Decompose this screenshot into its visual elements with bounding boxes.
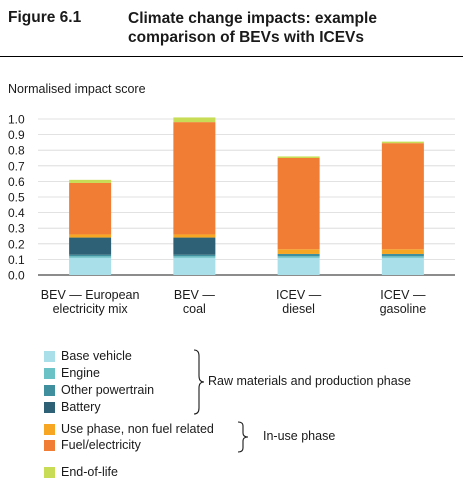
bar-segment-fuel-electricity [69, 182, 112, 235]
bar-segment-other-powertrain [173, 254, 216, 257]
bar-segment-engine [381, 256, 424, 258]
legend-item-use-phase: Use phase, non fuel related [44, 421, 214, 437]
legend-item-end-of-life: End-of-life [44, 464, 118, 480]
y-tick-label: 0.2 [8, 237, 25, 251]
brace-production-phase [193, 349, 205, 415]
bar-chart: 0.0 0.1 0.20.3 0.40.5 0.6 0.70.8 0.91.0 BEV — E… [8, 113, 455, 316]
y-axis-label: Normalised impact score [8, 82, 146, 96]
legend-swatch-other-powertrain [44, 384, 55, 396]
bar-segment-battery [69, 237, 112, 255]
bar-segment-end-of-life [173, 117, 216, 123]
bar-segment-base-vehicle [277, 257, 320, 275]
legend-swatch-end-of-life [44, 466, 55, 478]
x-category-label: ICEV — [380, 288, 426, 302]
legend-item-battery: Battery [44, 399, 101, 415]
x-category-label: electricity mix [53, 302, 129, 316]
y-tick-label: 0.4 [8, 206, 25, 220]
legend-swatch-battery [44, 401, 55, 413]
bar-segment-other-powertrain [381, 253, 424, 257]
bar-segment-engine [173, 256, 216, 258]
figure-number: Figure 6.1 [8, 9, 82, 26]
y-tick-label: 0.7 [8, 159, 25, 173]
bar-segment-other-powertrain [69, 254, 112, 257]
bar-segment-base-vehicle [173, 257, 216, 275]
header-rule [0, 56, 463, 57]
legend-swatch-use-phase [44, 423, 55, 435]
legend: Base vehicle Engine Other powertrain Bat… [44, 346, 463, 496]
x-category-label: diesel [282, 302, 315, 316]
bar-segment-use-phase [173, 234, 216, 238]
legend-label-base-vehicle: Base vehicle [61, 349, 132, 363]
bar-segment-end-of-life [277, 156, 320, 158]
bar-segment-fuel-electricity [277, 158, 320, 250]
legend-swatch-engine [44, 367, 55, 379]
legend-label-other-powertrain: Other powertrain [61, 383, 155, 397]
bar-segment-use-phase [381, 249, 424, 254]
bar-segment-battery [173, 237, 216, 255]
legend-item-engine: Engine [44, 365, 100, 381]
legend-label-use-phase: Use phase, non fuel related [61, 422, 214, 436]
bar-segment-fuel-electricity [173, 122, 216, 235]
bar-segment-other-powertrain [277, 253, 320, 257]
legend-swatch-fuel-electricity [44, 439, 55, 451]
legend-label-engine: Engine [61, 366, 100, 380]
bar-segment-end-of-life [381, 141, 424, 144]
figure-title: Climate change impacts: example comparis… [128, 10, 377, 46]
y-tick-label: 1.0 [8, 113, 25, 127]
legend-swatch-base-vehicle [44, 350, 55, 362]
x-category-label: BEV — [174, 288, 215, 302]
bar-segment-fuel-electricity [381, 143, 424, 250]
legend-item-fuel-electricity: Fuel/electricity [44, 437, 141, 453]
bar-segment-base-vehicle [381, 257, 424, 275]
x-category-label: gasoline [380, 302, 427, 316]
legend-group-production-label: Raw materials and production phase [208, 374, 411, 388]
y-tick-label: 0.6 [8, 175, 25, 189]
x-category-label: BEV — European [41, 288, 140, 302]
bar-segment-end-of-life [69, 179, 112, 183]
x-category-label: ICEV — [276, 288, 322, 302]
y-tick-label: 0.0 [8, 269, 25, 283]
legend-label-end-of-life: End-of-life [61, 465, 118, 479]
y-tick-label: 0.1 [8, 253, 25, 267]
y-tick-label: 0.5 [8, 191, 25, 205]
legend-label-fuel-electricity: Fuel/electricity [61, 438, 141, 452]
legend-item-base-vehicle: Base vehicle [44, 348, 132, 364]
y-tick-label: 0.3 [8, 222, 25, 236]
y-tick-label: 0.8 [8, 144, 25, 158]
legend-group-in-use-label: In-use phase [263, 429, 336, 443]
bar-segment-engine [277, 256, 320, 258]
brace-in-use-phase [237, 421, 249, 453]
x-category-label: coal [183, 302, 206, 316]
bar-segment-use-phase [69, 234, 112, 238]
bar-segment-engine [69, 256, 112, 258]
legend-item-other-powertrain: Other powertrain [44, 382, 154, 398]
legend-label-battery: Battery [61, 400, 101, 414]
y-tick-label: 0.9 [8, 128, 25, 142]
bar-segment-use-phase [277, 249, 320, 254]
bar-segment-base-vehicle [69, 257, 112, 275]
